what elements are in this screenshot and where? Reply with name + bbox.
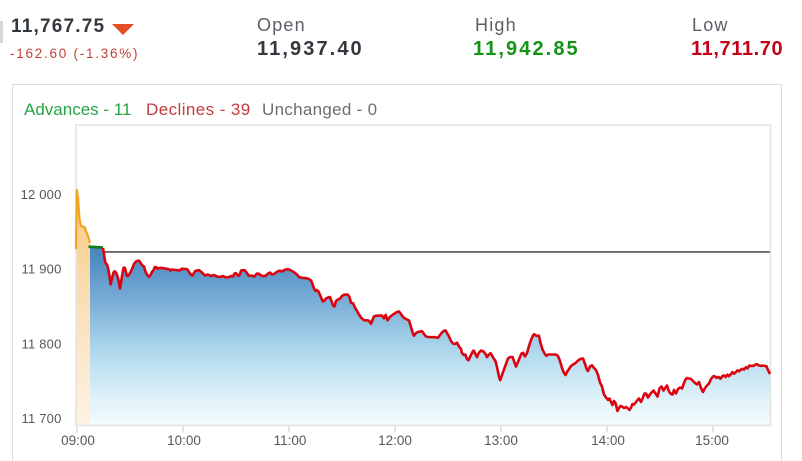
svg-text:14:00: 14:00 [591, 433, 625, 448]
svg-text:15:00: 15:00 [695, 433, 729, 448]
svg-text:12 000: 12 000 [21, 187, 62, 202]
svg-text:13:00: 13:00 [484, 433, 518, 448]
svg-text:11 800: 11 800 [22, 336, 62, 351]
svg-text:11 700: 11 700 [22, 411, 62, 426]
svg-text:11:00: 11:00 [274, 433, 307, 448]
svg-text:09:00: 09:00 [61, 433, 95, 448]
svg-text:11 900: 11 900 [22, 262, 62, 277]
svg-text:12:00: 12:00 [378, 433, 412, 448]
svg-text:10:00: 10:00 [167, 433, 201, 448]
